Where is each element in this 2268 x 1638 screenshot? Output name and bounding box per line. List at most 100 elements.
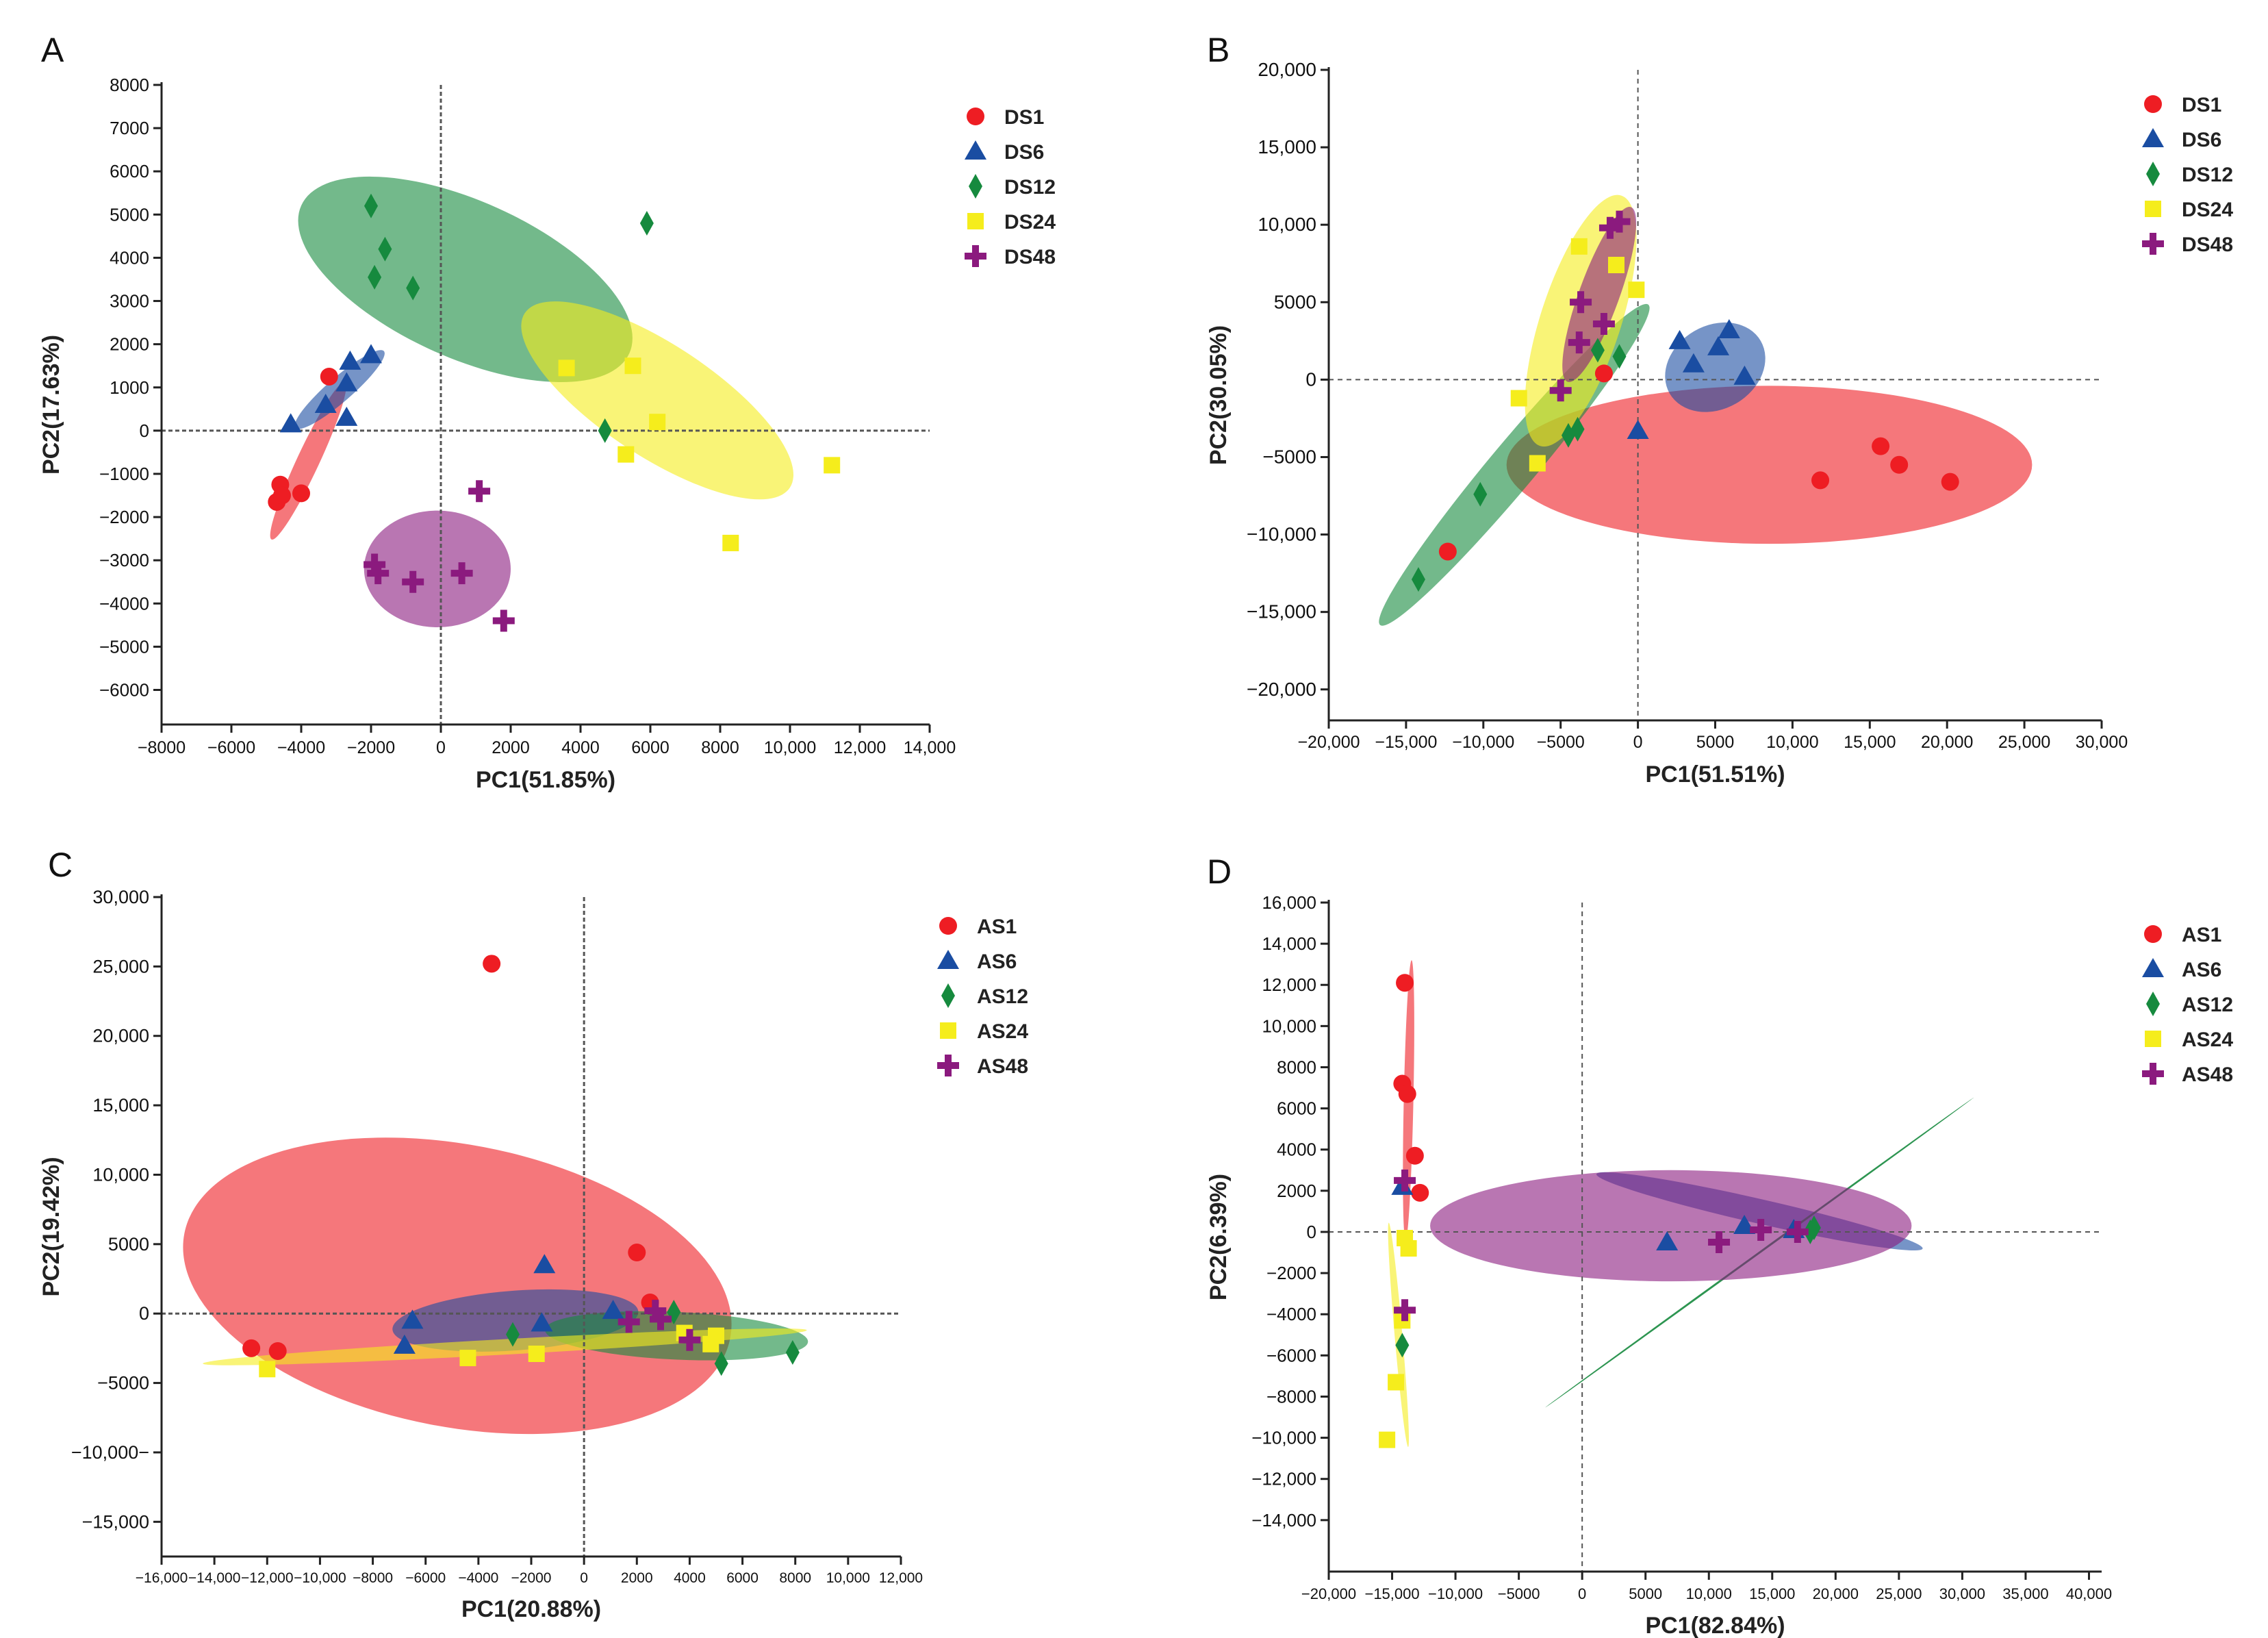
legend-label: AS24	[2182, 1029, 2233, 1051]
y-tick-label: −2000	[1266, 1263, 1316, 1283]
x-tick-label: 10,000	[1766, 733, 1818, 752]
data-point	[1592, 312, 1615, 335]
series-ds12	[364, 193, 654, 443]
data-point	[1395, 1333, 1410, 1358]
y-tick-label: 0	[139, 1303, 149, 1324]
x-tick-label: 10,000	[1686, 1585, 1732, 1602]
legend-marker	[2142, 958, 2164, 977]
data-point	[702, 1335, 719, 1352]
data-point	[1529, 455, 1546, 472]
x-tick-label: 15,000	[1844, 733, 1896, 752]
x-tick-label: 10,000	[764, 738, 816, 757]
x-tick-label: −5000	[1498, 1585, 1540, 1602]
data-point	[1398, 1085, 1416, 1103]
data-point	[528, 1346, 545, 1363]
legend-marker	[2146, 992, 2160, 1016]
data-point	[492, 609, 515, 632]
y-axis-title: PC2(6.39%)	[1206, 1174, 1232, 1300]
panel-a: A −8000 −6000 −4000 −2000 0 2000 4000 6000 8000 10…	[38, 31, 1056, 793]
x-tick-label: −15,000	[1375, 733, 1437, 752]
y-tick-label: −5000	[97, 1373, 149, 1394]
data-point	[1388, 1374, 1405, 1391]
y-tick-label: 25,000	[92, 956, 149, 977]
panel-letter: C	[48, 846, 73, 884]
x-tick-label: −10,000	[294, 1570, 346, 1586]
data-point	[468, 480, 491, 503]
series-ds6	[1627, 319, 1756, 440]
series-ds1	[1438, 364, 1959, 561]
y-tick-label: 6000	[110, 161, 149, 181]
x-tick-label: 25,000	[1998, 733, 2050, 752]
legend-label: DS6	[2182, 129, 2221, 151]
ellipse-as24	[203, 1328, 807, 1365]
data-point	[393, 1334, 416, 1354]
axes: −20,000 −15,000 −10,000 −5000 0 5000 10,000 15,…	[1247, 59, 2128, 752]
data-point	[335, 406, 358, 426]
x-axis-title: PC1(51.85%)	[476, 767, 615, 793]
legend: AS1 AS6 AS12 AS24 AS48	[2142, 924, 2233, 1086]
y-tick-label: −1000	[99, 464, 149, 484]
data-point	[533, 1254, 556, 1274]
legend-label: DS48	[1004, 246, 1056, 268]
data-point	[364, 193, 378, 218]
legend-marker	[2142, 1063, 2164, 1085]
data-point	[1568, 331, 1590, 354]
x-tick-label: −20,000	[1301, 1585, 1356, 1602]
data-point	[1890, 455, 1909, 474]
y-tick-label: 8000	[1277, 1057, 1316, 1077]
y-tick-label: 16,000	[1262, 892, 1316, 913]
legend-marker	[2144, 925, 2162, 943]
x-tick-label: 20,000	[1813, 1585, 1859, 1602]
y-tick-label: 2000	[1277, 1181, 1316, 1201]
legend-label: DS1	[2182, 94, 2221, 116]
data-point	[602, 1300, 624, 1320]
x-tick-label: 0	[436, 738, 446, 757]
legend: DS1 DS6 DS12 DS24 DS48	[965, 106, 1056, 268]
y-tick-label: 15,000	[92, 1095, 149, 1116]
ellipse-ds24	[521, 301, 793, 500]
x-tick-label: 0	[1633, 733, 1643, 752]
data-point	[1733, 365, 1756, 385]
data-point	[1570, 291, 1592, 314]
y-tick-label: 0	[140, 420, 149, 441]
data-point	[649, 414, 666, 431]
legend-marker	[2142, 128, 2164, 147]
legend-label: DS12	[2182, 164, 2233, 186]
y-tick-label: −6000	[1266, 1345, 1316, 1365]
confidence-ellipses	[1379, 194, 2033, 626]
x-tick-label: 4000	[561, 738, 600, 757]
data-point	[644, 1300, 667, 1322]
data-point	[506, 1322, 520, 1347]
data-point	[459, 1350, 476, 1367]
legend-marker	[965, 140, 986, 160]
legend: DS1 DS6 DS12 DS24 DS48	[2142, 94, 2233, 256]
data-point	[650, 1308, 672, 1331]
panel-letter: D	[1207, 853, 1232, 891]
panel-letter: B	[1207, 31, 1229, 69]
data-point	[1379, 1431, 1396, 1448]
data-point	[272, 486, 291, 505]
y-tick-label: 5000	[108, 1234, 149, 1255]
series-ds48	[364, 480, 515, 632]
panel-b: B −20,000 −15,000 −10,000 −5000 0 5000 10,000 15…	[1206, 31, 2233, 788]
x-tick-label: −10,000	[1452, 733, 1514, 752]
legend-marker	[2145, 201, 2161, 217]
data-point	[1598, 216, 1621, 239]
panel-c: C−16,000 −14,000 −12,000 −10,000 −8000 −6000−…	[38, 846, 1028, 1622]
data-point	[483, 955, 501, 973]
y-tick-label: 8000	[110, 75, 149, 95]
x-axis-title: PC1(82.84%)	[1645, 1613, 1785, 1638]
data-point	[1473, 481, 1488, 507]
data-point	[785, 1339, 800, 1365]
panel-d: D −20,000 −15,000 −10,000 −5000 0 5000 10,000 15…	[1206, 853, 2233, 1638]
legend-label: DS12	[1004, 176, 1056, 199]
data-point	[1941, 473, 1959, 491]
data-point	[824, 457, 841, 474]
confidence-ellipses	[183, 1137, 808, 1435]
data-point	[617, 1311, 640, 1333]
y-axis-title: PC2(30.05%)	[1206, 325, 1232, 465]
y-tick-label: 15,000	[1258, 136, 1316, 158]
data-point	[1608, 210, 1631, 233]
x-tick-label: 14,000	[904, 738, 956, 757]
legend-label: DS24	[1004, 211, 1056, 234]
